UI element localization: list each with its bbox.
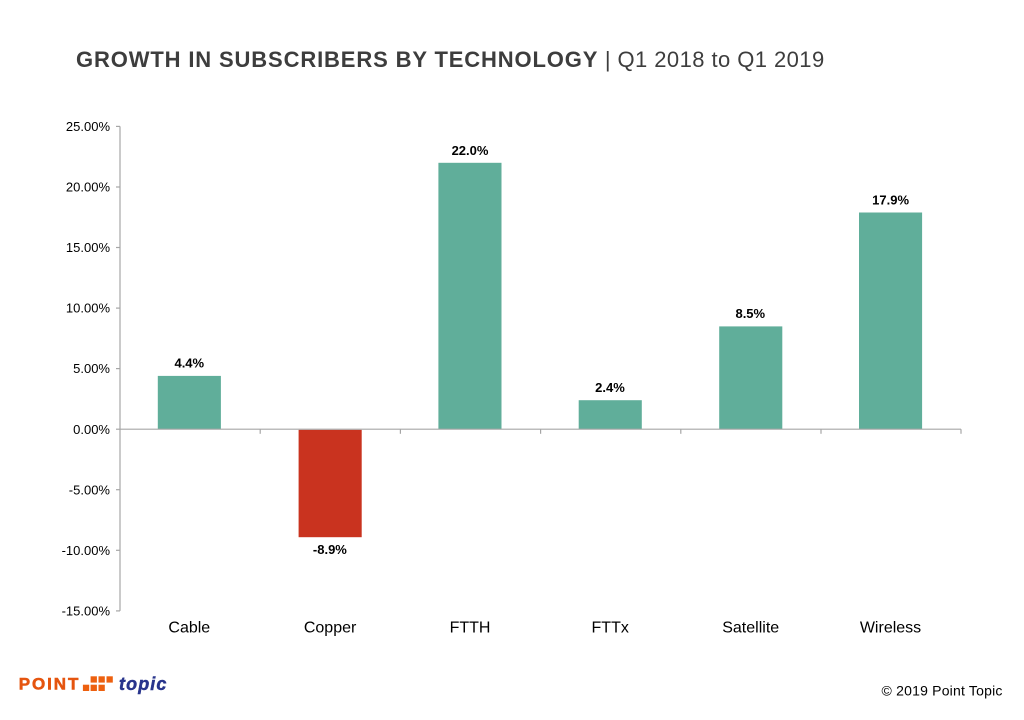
svg-text:Copper: Copper [304,619,357,636]
svg-text:-5.00%: -5.00% [69,482,111,497]
svg-text:topic: topic [119,674,168,694]
svg-text:4.4%: 4.4% [174,355,204,370]
svg-text:Wireless: Wireless [860,619,921,636]
svg-text:POINT: POINT [19,674,80,693]
svg-text:0.00%: 0.00% [73,422,110,437]
svg-text:-10.00%: -10.00% [62,543,111,558]
svg-text:20.00%: 20.00% [66,180,111,195]
svg-text:-8.9%: -8.9% [313,542,347,557]
svg-text:FTTx: FTTx [592,619,629,636]
svg-text:-15.00%: -15.00% [62,603,111,618]
svg-text:5.00%: 5.00% [73,361,110,376]
svg-text:10.00%: 10.00% [66,301,111,316]
svg-text:8.5%: 8.5% [735,306,765,321]
svg-text:Cable: Cable [168,619,210,636]
svg-text:2.4%: 2.4% [595,380,625,395]
svg-text:22.0%: 22.0% [452,143,489,158]
svg-text:GROWTH IN SUBSCRIBERS BY TECHN: GROWTH IN SUBSCRIBERS BY TECHNOLOGY | Q1… [76,47,825,72]
svg-text:17.9%: 17.9% [872,192,909,207]
svg-text:© 2019 Point Topic: © 2019 Point Topic [882,682,1003,698]
svg-text:FTTH: FTTH [450,619,491,636]
svg-text:Satellite: Satellite [722,619,779,636]
svg-text:15.00%: 15.00% [66,240,111,255]
svg-text:25.00%: 25.00% [66,119,111,134]
